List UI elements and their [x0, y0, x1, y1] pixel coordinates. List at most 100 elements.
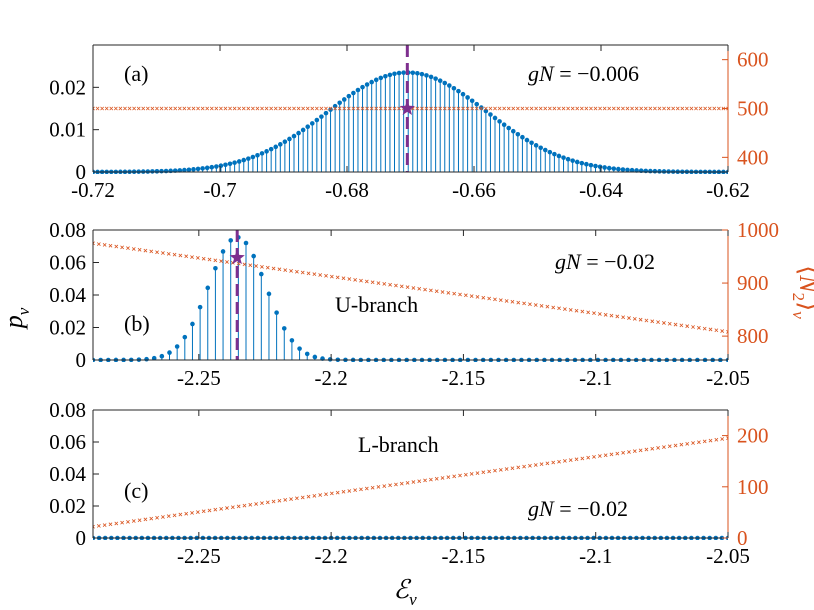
stem-point	[597, 164, 603, 170]
panel-2: -2.25 -2.2 -2.15 -2.1 -2.05 0 0.02 0.04 0.06 0.08…	[49, 218, 779, 390]
n2-point	[405, 480, 410, 485]
n2-point	[260, 106, 264, 111]
x-tick-label: -0.64	[579, 178, 623, 202]
n2-point	[442, 106, 447, 111]
stem-point	[584, 161, 589, 167]
n2-point	[347, 277, 352, 281]
n2-point	[708, 438, 713, 443]
n2-point	[538, 106, 543, 111]
n2-point	[574, 457, 579, 462]
n2-point	[452, 106, 456, 111]
n2-point	[597, 454, 602, 458]
n2-point	[184, 511, 189, 516]
n2-point	[149, 249, 154, 254]
n2-point	[598, 106, 602, 111]
coupling-annotation: gN = −0.006	[528, 61, 639, 86]
stem-point	[268, 146, 274, 152]
n2-point	[648, 106, 653, 111]
n2-point	[93, 106, 95, 111]
n2-point	[506, 106, 511, 111]
n2-point	[609, 313, 614, 318]
stem-point	[497, 119, 502, 124]
n2-point	[164, 106, 168, 111]
n2-point	[145, 106, 150, 111]
n2-point	[424, 106, 429, 111]
n2-point	[93, 524, 95, 529]
n2-point	[155, 515, 159, 520]
n2-point	[470, 106, 475, 111]
n2-point	[347, 489, 352, 493]
n2-point	[447, 106, 452, 111]
n2-point	[562, 459, 567, 463]
n2-point	[205, 106, 210, 111]
n2-point	[621, 106, 625, 111]
n2-point	[638, 317, 643, 322]
y-axis-label-var: p	[0, 315, 28, 330]
n2-point	[411, 286, 416, 290]
n2-point	[127, 106, 132, 111]
stem-point	[364, 82, 370, 87]
n2-point	[96, 524, 101, 528]
n2-point	[510, 299, 515, 304]
n2-point	[356, 106, 360, 111]
coupling-value: = −0.006	[554, 61, 639, 86]
n2-point	[254, 502, 259, 506]
n2-point	[694, 106, 698, 111]
stem-point	[419, 71, 425, 77]
stem-point	[424, 73, 429, 78]
x-tick-label: -2.05	[706, 544, 750, 568]
stem-point	[620, 167, 626, 172]
n2-point	[213, 507, 218, 512]
n2-point	[300, 495, 305, 500]
stem-point	[510, 128, 516, 134]
n2-point	[446, 475, 451, 480]
y-axis-label-sub: ν	[14, 307, 33, 315]
stem-point	[209, 164, 215, 170]
n2-point	[260, 264, 264, 269]
n2-point	[237, 106, 242, 111]
n2-point	[579, 106, 584, 111]
n2-point	[662, 445, 666, 449]
n2-point	[522, 464, 526, 469]
stem-point	[383, 73, 388, 79]
n2-point	[324, 273, 328, 278]
stem-point	[274, 310, 279, 315]
stem-point	[396, 70, 402, 76]
n2-point	[525, 106, 529, 111]
stem-point	[266, 291, 272, 297]
n2-point	[333, 106, 338, 111]
n2-point	[522, 301, 526, 306]
n2-point	[440, 476, 445, 480]
stem-point	[228, 238, 234, 243]
n2-point	[341, 276, 346, 281]
stem-point	[643, 168, 649, 174]
n2-point	[195, 256, 200, 260]
n2-point	[493, 468, 497, 473]
stem-point	[442, 80, 448, 86]
n2-point	[446, 290, 451, 295]
n2-point	[232, 106, 237, 111]
stem-point	[556, 153, 562, 159]
n2-point	[666, 106, 671, 111]
stem-point	[433, 76, 438, 81]
stem-point	[197, 304, 203, 310]
n2-point	[685, 106, 689, 111]
n2-point	[131, 247, 136, 251]
n2-point	[481, 295, 486, 300]
stem-point	[428, 74, 434, 80]
stem-point	[588, 162, 594, 168]
n2-point	[312, 272, 317, 277]
stem-point	[167, 350, 172, 355]
n2-point	[520, 106, 525, 111]
stem-point	[552, 151, 557, 157]
stem-point	[159, 353, 165, 359]
n2-point	[621, 315, 626, 320]
n2-point	[201, 256, 206, 261]
n2-point	[411, 480, 416, 484]
stem-point	[159, 168, 164, 174]
stem-point	[223, 162, 228, 168]
n2-point	[603, 312, 608, 317]
n2-point	[155, 250, 159, 255]
n2-point	[516, 300, 521, 305]
n2-point	[141, 106, 146, 111]
